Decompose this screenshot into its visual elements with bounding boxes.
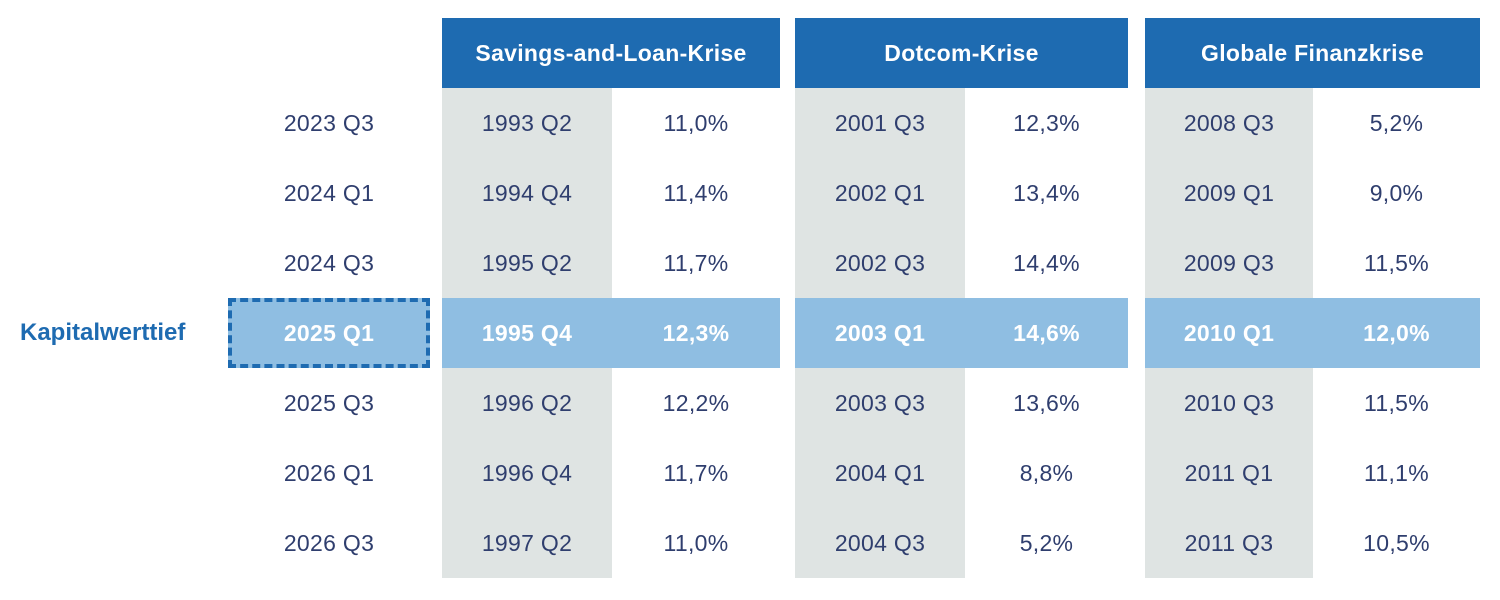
value-cell: 10,5% <box>1363 529 1430 556</box>
value-cell: 13,4% <box>1013 179 1080 206</box>
period-cell: 2024 Q3 <box>283 249 375 276</box>
kapitalwerttief-label: Kapitalwerttief <box>20 319 186 346</box>
value-cell: 11,7% <box>663 249 729 276</box>
value-cell: 11,0% <box>663 109 729 136</box>
quarter-cell: 2009 Q3 <box>1145 228 1313 298</box>
value-cell: 11,5% <box>1363 389 1429 416</box>
quarter-cell: 2011 Q3 <box>1145 508 1313 578</box>
quarter-cell: 2009 Q1 <box>1145 158 1313 228</box>
highlighted-quarter-cell: 2003 Q1 <box>795 298 965 368</box>
quarter-cell: 2011 Q1 <box>1145 438 1313 508</box>
period-cell: 2026 Q3 <box>283 529 375 556</box>
value-cell: 11,0% <box>663 529 729 556</box>
value-cell: 9,0% <box>1369 179 1424 206</box>
group-header-savings-and-loan: Savings-and-Loan-Krise <box>442 18 780 88</box>
quarter-cell: 1995 Q2 <box>442 228 612 298</box>
quarter-cell: 2001 Q3 <box>795 88 965 158</box>
period-cell: 2024 Q1 <box>283 179 375 206</box>
quarter-cell: 2010 Q3 <box>1145 368 1313 438</box>
quarter-cell: 1993 Q2 <box>442 88 612 158</box>
value-cell: 11,5% <box>1363 249 1429 276</box>
group-header-dotcom: Dotcom-Krise <box>795 18 1128 88</box>
highlighted-period-cell: 2025 Q1 <box>228 298 430 368</box>
quarter-cell: 1996 Q4 <box>442 438 612 508</box>
quarter-cell: 2008 Q3 <box>1145 88 1313 158</box>
table-grid: Savings-and-Loan-Krise Dotcom-Krise Glob… <box>0 18 1480 578</box>
highlighted-value-cell: 12,3% <box>612 298 780 368</box>
value-cell: 12,2% <box>662 389 730 416</box>
value-cell: 13,6% <box>1013 389 1080 416</box>
highlighted-quarter-cell: 2010 Q1 <box>1145 298 1313 368</box>
value-cell: 11,1% <box>1363 459 1429 486</box>
period-cell: 2023 Q3 <box>283 109 375 136</box>
value-cell: 14,4% <box>1013 249 1080 276</box>
period-cell: 2026 Q1 <box>283 459 375 486</box>
quarter-cell: 2004 Q3 <box>795 508 965 578</box>
quarter-cell: 1996 Q2 <box>442 368 612 438</box>
quarter-cell: 2003 Q3 <box>795 368 965 438</box>
highlighted-value-cell: 12,0% <box>1313 298 1480 368</box>
quarter-cell: 2002 Q1 <box>795 158 965 228</box>
value-cell: 11,4% <box>663 179 729 206</box>
value-cell: 11,7% <box>663 459 729 486</box>
highlighted-quarter-cell: 1995 Q4 <box>442 298 612 368</box>
quarter-cell: 2002 Q3 <box>795 228 965 298</box>
quarter-cell: 2004 Q1 <box>795 438 965 508</box>
quarter-cell: 1997 Q2 <box>442 508 612 578</box>
value-cell: 5,2% <box>1369 109 1424 136</box>
quarter-cell: 1994 Q4 <box>442 158 612 228</box>
value-cell: 8,8% <box>1019 459 1074 486</box>
group-header-globale-finanzkrise: Globale Finanzkrise <box>1145 18 1480 88</box>
highlighted-value-cell: 14,6% <box>965 298 1128 368</box>
value-cell: 12,3% <box>1013 109 1080 136</box>
period-cell: 2025 Q3 <box>283 389 375 416</box>
value-cell: 5,2% <box>1019 529 1074 556</box>
